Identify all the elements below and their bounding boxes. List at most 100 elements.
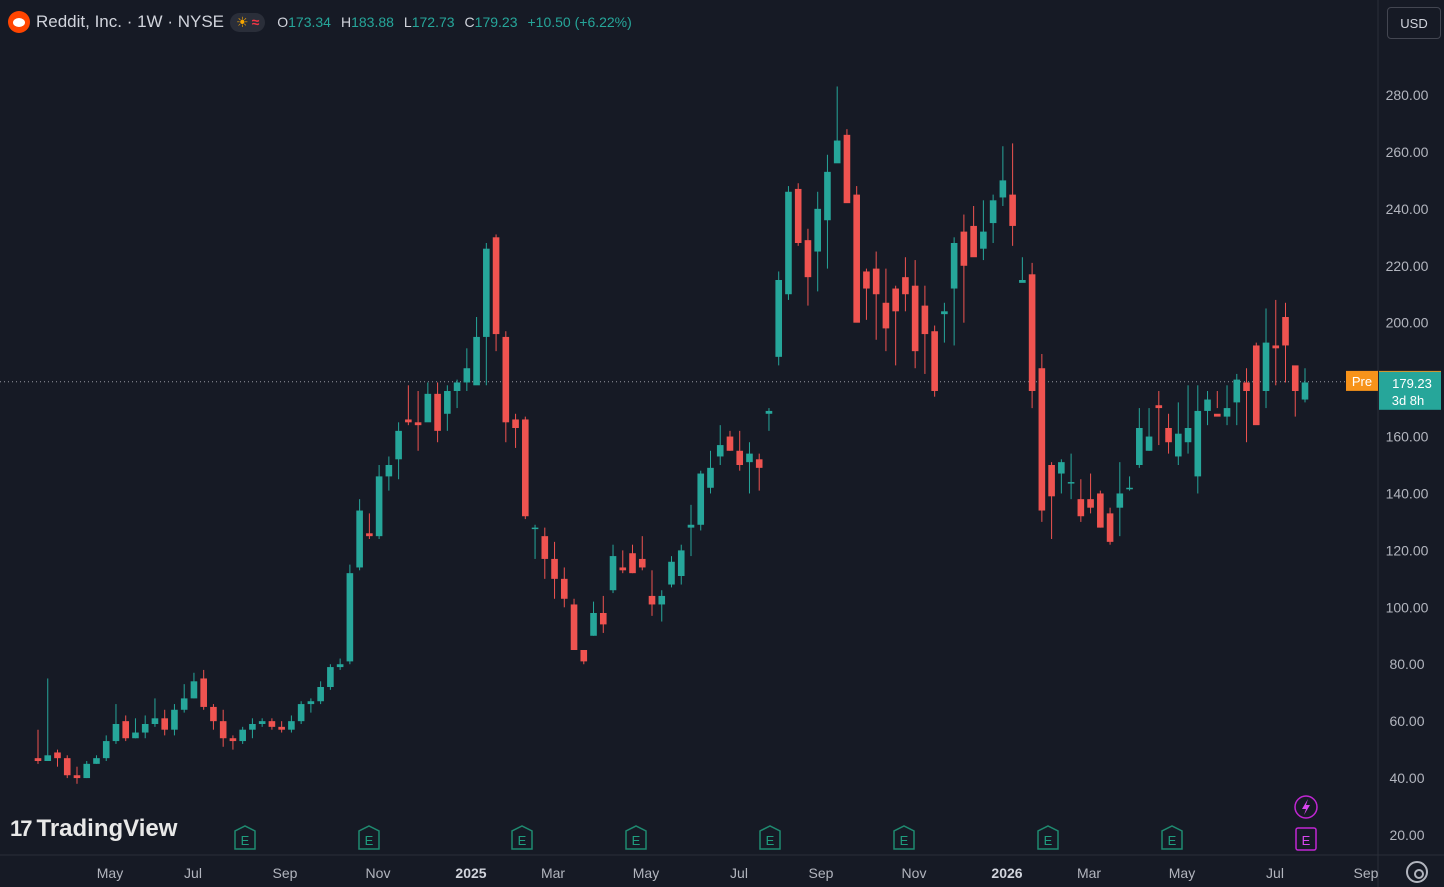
candle [872, 251, 880, 340]
earnings-marker-icon[interactable]: E [759, 825, 781, 850]
candle-body [911, 285, 919, 352]
candle-body [560, 578, 568, 599]
settings-gear-icon[interactable] [1406, 861, 1428, 883]
candle [1204, 391, 1211, 426]
candle-body [668, 561, 675, 585]
candle-body [1213, 413, 1221, 417]
candle-body [794, 188, 802, 243]
candle-body [716, 445, 724, 457]
candle-body [288, 721, 295, 730]
candle [229, 735, 237, 750]
candle [63, 755, 71, 779]
candle-body [44, 755, 52, 761]
candle-body [775, 280, 783, 357]
symbol-title[interactable]: Reddit, Inc. · 1W · NYSE [36, 12, 224, 31]
candle-body [590, 613, 597, 636]
candle-body [950, 243, 958, 289]
candle-body [483, 248, 490, 337]
pre-label-badge [1346, 370, 1378, 391]
candle-body [307, 701, 315, 705]
pre-label-text: Pre [1352, 374, 1372, 389]
candle-body [444, 391, 451, 414]
candle [687, 504, 695, 557]
candle [726, 430, 734, 451]
tradingview-logo[interactable]: 17 TradingView [10, 815, 177, 843]
candle-body [424, 393, 432, 423]
candle [736, 430, 744, 471]
candle-body [327, 667, 334, 687]
candle-body [492, 237, 500, 335]
candle [161, 709, 168, 736]
earnings-marker-shape [511, 825, 533, 850]
candle-body [249, 724, 256, 730]
candle [171, 704, 178, 736]
candle-body [405, 419, 412, 423]
time-tick-label: 2026 [991, 865, 1022, 881]
candle-body [541, 536, 549, 559]
candle-body [1272, 345, 1280, 349]
candle [1038, 354, 1046, 522]
candle-body [502, 336, 510, 423]
candle-body [132, 732, 139, 739]
candle-body [1175, 433, 1182, 457]
candle [599, 595, 607, 633]
candle-body [63, 758, 71, 776]
candle-body [54, 752, 61, 759]
session-indicator[interactable]: ☀ ≈ [230, 12, 266, 32]
candle-body [1048, 465, 1055, 497]
price-tick-label: 160.00 [1386, 429, 1429, 445]
candle [1252, 342, 1260, 426]
candle [512, 413, 519, 448]
candle-body [1194, 410, 1202, 477]
price-tick-label: 220.00 [1386, 258, 1429, 274]
candle-body [375, 476, 383, 537]
earnings-marker-icon[interactable]: E [358, 825, 380, 850]
candle-body [151, 718, 159, 724]
earnings-marker-icon[interactable]: E [1161, 825, 1183, 850]
candle-body [1028, 274, 1036, 391]
candle-body [161, 718, 168, 730]
earnings-marker-icon[interactable]: E [1037, 825, 1059, 850]
candle [288, 715, 295, 733]
candle-body [473, 336, 480, 386]
candle [453, 379, 461, 409]
candle [989, 194, 997, 243]
candle [1233, 373, 1241, 426]
upcoming-earnings-marker-icon[interactable]: E [1295, 827, 1317, 851]
candle [1145, 408, 1153, 451]
currency-button[interactable]: USD [1387, 7, 1441, 39]
candle [1301, 368, 1309, 403]
candle-body [1155, 405, 1163, 409]
candle-body [726, 436, 734, 451]
candle [1067, 453, 1075, 500]
candle [1116, 462, 1124, 537]
earnings-marker-icon[interactable]: E [511, 825, 533, 850]
candle-body [200, 678, 207, 707]
high-label: H [340, 14, 352, 30]
earnings-marker-icon[interactable]: E [234, 825, 256, 850]
open-value: 173.34 [288, 14, 331, 30]
candle [814, 191, 821, 292]
candle-body [356, 510, 363, 568]
earnings-marker-icon[interactable]: E [893, 825, 915, 850]
earnings-marker-icon[interactable]: E [625, 825, 647, 850]
candle-body [219, 721, 227, 739]
candle-body [1291, 365, 1299, 391]
price-tick-label: 200.00 [1386, 315, 1429, 331]
candle-body [210, 706, 217, 722]
candle-body [395, 430, 402, 460]
wave-icon: ≈ [251, 14, 260, 30]
candle [785, 186, 792, 300]
candle [824, 154, 831, 269]
candle [405, 385, 412, 426]
candle-body [697, 473, 705, 525]
lightning-marker-icon[interactable] [1294, 795, 1318, 819]
reddit-logo-icon [8, 11, 30, 33]
candle-body [1038, 368, 1046, 511]
candle-body [531, 527, 539, 530]
earnings-marker-letter: E [365, 833, 374, 848]
candle-body [1262, 342, 1270, 391]
candle-body [872, 268, 880, 295]
candle-body [609, 556, 617, 591]
